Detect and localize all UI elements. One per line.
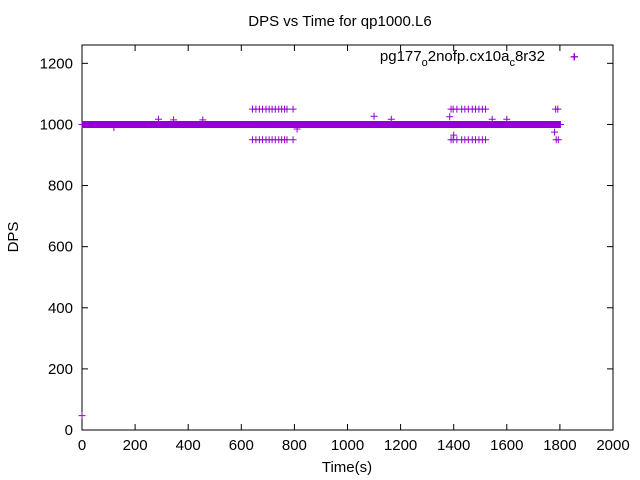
- x-tick-label: 1000: [331, 437, 364, 454]
- x-tick-label: 0: [78, 437, 86, 454]
- data-point: [554, 105, 562, 113]
- data-point: [283, 105, 291, 113]
- data-point: [551, 128, 559, 136]
- y-tick-label: 0: [65, 422, 73, 439]
- legend-label: pg177o2nofp.cx10ac8r32: [380, 48, 545, 69]
- data-point: [482, 136, 490, 144]
- x-axis-ticks: 0 200 400 600 800 1000 1200 1400 1600 1800 2000: [78, 45, 630, 454]
- data-point: [482, 105, 490, 113]
- data-point: [289, 136, 297, 144]
- legend-marker-symbol: [570, 53, 578, 61]
- chart-title: DPS vs Time for qp1000.L6: [248, 13, 431, 30]
- x-tick-label: 600: [229, 437, 254, 454]
- data-point: [78, 412, 86, 420]
- y-tick-label: 600: [48, 239, 73, 256]
- x-tick-label: 1600: [490, 437, 523, 454]
- data-point: [446, 113, 454, 121]
- y-tick-label: 200: [48, 361, 73, 378]
- y-tick-label: 1200: [40, 55, 73, 72]
- y-tick-label: 800: [48, 178, 73, 195]
- legend-marker: [570, 53, 578, 61]
- x-tick-label: 1400: [437, 437, 470, 454]
- legend: pg177o2nofp.cx10ac8r32: [380, 48, 578, 69]
- data-point: [387, 115, 395, 123]
- x-tick-label: 200: [123, 437, 148, 454]
- data-point: [503, 115, 511, 123]
- data-point: [450, 131, 458, 139]
- x-tick-label: 2000: [596, 437, 629, 454]
- data-point: [370, 112, 378, 120]
- y-axis-title: DPS: [5, 222, 22, 253]
- data-point: [283, 136, 291, 144]
- x-tick-label: 1800: [543, 437, 576, 454]
- x-tick-label: 400: [176, 437, 201, 454]
- data-point: [154, 115, 162, 123]
- data-point: [488, 115, 496, 123]
- plot-frame: [81, 44, 614, 431]
- x-tick-label: 800: [282, 437, 307, 454]
- data-point: [556, 120, 564, 128]
- data-point: [289, 105, 297, 113]
- y-tick-label: 1000: [40, 116, 73, 133]
- x-tick-label: 1200: [384, 437, 417, 454]
- x-axis-title: Time(s): [322, 459, 372, 476]
- data-point: [554, 136, 562, 144]
- data-point: [199, 116, 207, 124]
- data-point: [170, 116, 178, 124]
- y-tick-label: 400: [48, 300, 73, 317]
- data-points: [78, 53, 579, 420]
- data-point: [293, 125, 301, 133]
- y-axis-ticks: 0 200 400 600 800 1000 1200: [40, 55, 613, 439]
- data-point: [110, 124, 118, 131]
